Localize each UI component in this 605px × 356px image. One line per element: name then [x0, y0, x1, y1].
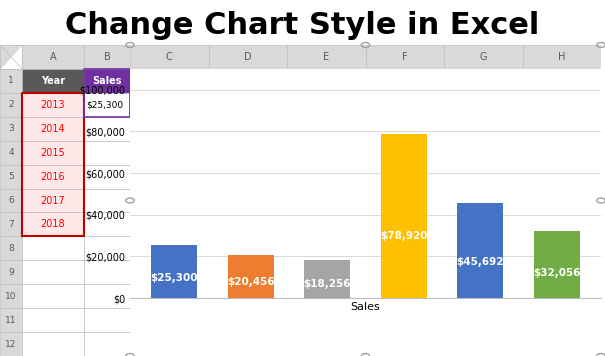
Bar	[22, 332, 84, 356]
Bar	[84, 45, 130, 69]
Text: $25,300: $25,300	[86, 100, 123, 109]
Text: 2017: 2017	[41, 195, 65, 205]
Text: H: H	[558, 52, 566, 62]
Bar	[0, 308, 22, 332]
Bar	[365, 45, 444, 69]
Text: 12: 12	[5, 340, 17, 349]
Bar	[534, 231, 580, 298]
Bar	[22, 189, 84, 213]
Bar	[228, 255, 273, 298]
Bar	[22, 45, 84, 69]
Bar	[84, 141, 130, 164]
Bar	[84, 260, 130, 284]
Bar	[22, 308, 84, 332]
Bar	[381, 134, 427, 298]
Text: 6: 6	[8, 196, 14, 205]
Bar	[22, 93, 84, 117]
Bar	[0, 189, 22, 213]
Bar	[0, 236, 22, 260]
Text: 2: 2	[8, 100, 14, 109]
Bar	[22, 284, 84, 308]
Text: 5: 5	[8, 172, 14, 181]
Bar	[84, 284, 130, 308]
Text: G: G	[480, 52, 487, 62]
Bar	[0, 93, 22, 117]
Bar	[287, 45, 365, 69]
Bar	[444, 45, 523, 69]
Legend: 2013, 2014, 2015, 2016, 2017, 2018: 2013, 2014, 2015, 2016, 2017, 2018	[229, 354, 502, 356]
Bar	[523, 45, 601, 69]
Text: F: F	[402, 52, 408, 62]
Text: Sales: Sales	[92, 76, 122, 86]
Text: Year: Year	[41, 76, 65, 86]
Bar	[22, 164, 84, 189]
Text: C: C	[166, 52, 172, 62]
Bar	[0, 141, 22, 164]
Text: 2013: 2013	[41, 100, 65, 110]
Text: 2015: 2015	[41, 148, 65, 158]
Bar	[84, 93, 130, 117]
Text: 9: 9	[8, 268, 14, 277]
Bar	[84, 308, 130, 332]
Text: 8: 8	[8, 244, 14, 253]
Bar	[0, 117, 22, 141]
Bar	[22, 117, 84, 141]
Text: 7: 7	[8, 220, 14, 229]
X-axis label: Sales: Sales	[351, 302, 381, 312]
Bar	[22, 141, 84, 164]
Bar	[22, 236, 84, 260]
Text: 11: 11	[5, 316, 17, 325]
Bar	[0, 260, 22, 284]
Text: 1: 1	[8, 77, 14, 85]
Text: 4: 4	[8, 148, 14, 157]
Bar	[0, 69, 22, 93]
Bar	[84, 332, 130, 356]
Bar	[84, 164, 130, 189]
Bar	[209, 45, 287, 69]
Text: A: A	[50, 52, 56, 62]
Text: Change Chart Style in Excel: Change Chart Style in Excel	[65, 11, 540, 40]
Text: B: B	[103, 52, 110, 62]
Text: 2014: 2014	[41, 124, 65, 134]
Text: 3: 3	[8, 124, 14, 133]
Bar	[130, 45, 209, 69]
Text: 10: 10	[5, 292, 17, 301]
Bar	[0, 164, 22, 189]
Bar	[84, 236, 130, 260]
Text: $18,256: $18,256	[304, 278, 351, 289]
Text: $78,920: $78,920	[380, 231, 428, 241]
Bar	[22, 69, 84, 93]
Bar	[151, 245, 197, 298]
Text: $25,300: $25,300	[151, 273, 198, 283]
Bar	[304, 260, 350, 298]
Bar	[0, 284, 22, 308]
Bar	[84, 117, 130, 141]
Text: E: E	[323, 52, 329, 62]
Text: 2016: 2016	[41, 172, 65, 182]
Bar	[84, 69, 130, 93]
Bar	[0, 332, 22, 356]
Text: $20,456: $20,456	[227, 277, 275, 287]
Bar	[457, 203, 503, 298]
Polygon shape	[0, 45, 22, 69]
Text: 2018: 2018	[41, 219, 65, 229]
Bar	[22, 213, 84, 236]
Bar	[22, 260, 84, 284]
Text: $45,692: $45,692	[456, 257, 504, 267]
Bar	[84, 213, 130, 236]
Text: $32,056: $32,056	[533, 268, 580, 278]
Bar	[0, 213, 22, 236]
Text: D: D	[244, 52, 252, 62]
Bar	[84, 189, 130, 213]
